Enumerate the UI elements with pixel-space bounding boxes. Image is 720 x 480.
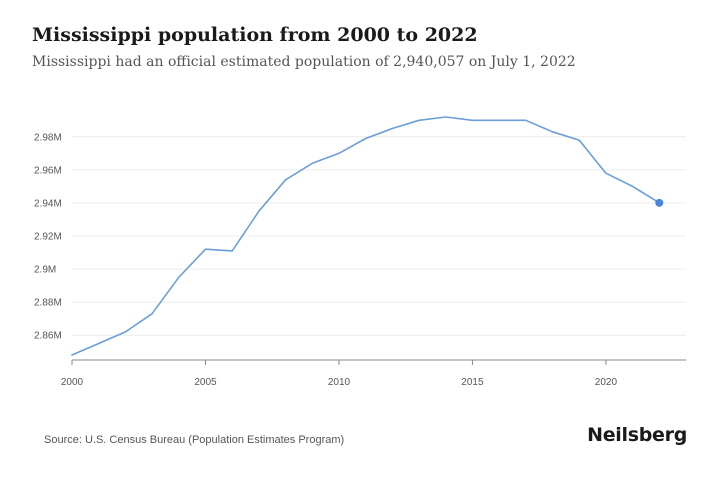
- data-point-2012[interactable]: [390, 126, 395, 131]
- data-point-2007[interactable]: [256, 209, 261, 214]
- y-tick-label: 2.9M: [34, 265, 56, 276]
- data-point-2005[interactable]: [203, 247, 208, 252]
- data-point-2020[interactable]: [603, 171, 608, 176]
- data-point-2018[interactable]: [550, 129, 555, 134]
- data-point-2000[interactable]: [70, 353, 75, 358]
- data-point-2003[interactable]: [150, 311, 155, 316]
- data-point-2017[interactable]: [523, 118, 528, 123]
- data-point-2006[interactable]: [230, 248, 235, 253]
- y-tick-label: 2.88M: [34, 298, 62, 309]
- x-tick-label: 2000: [61, 377, 84, 388]
- data-point-2014[interactable]: [443, 114, 448, 119]
- data-point-2002[interactable]: [123, 329, 128, 334]
- y-tick-label: 2.98M: [34, 132, 62, 143]
- y-tick-label: 2.86M: [34, 331, 62, 342]
- data-point-2011[interactable]: [363, 136, 368, 141]
- y-tick-label: 2.92M: [34, 232, 62, 243]
- x-tick-label: 2015: [461, 377, 484, 388]
- data-point-2010[interactable]: [336, 151, 341, 156]
- y-tick-label: 2.94M: [34, 198, 62, 209]
- data-point-2001[interactable]: [96, 341, 101, 346]
- x-axis-ticks: 2000 2005 2010 2015 2020: [61, 360, 618, 388]
- data-point-2008[interactable]: [283, 177, 288, 182]
- data-point-2021[interactable]: [630, 184, 635, 189]
- data-point-2016[interactable]: [497, 118, 502, 123]
- gridlines: [72, 136, 686, 336]
- data-point-2004[interactable]: [176, 275, 181, 280]
- chart-title: Mississippi population from 2000 to 2022: [32, 24, 478, 46]
- series-line: [71, 116, 661, 356]
- x-tick-label: 2010: [328, 377, 351, 388]
- x-tick-label: 2005: [194, 377, 217, 388]
- y-axis-ticks: 2.86M 2.88M 2.9M 2.92M 2.94M 2.96M 2.98M: [34, 132, 62, 341]
- chart-subtitle: Mississippi had an official estimated po…: [32, 54, 576, 70]
- y-tick-label: 2.96M: [34, 165, 62, 176]
- data-point-2019[interactable]: [577, 138, 582, 143]
- source-note: Source: U.S. Census Bureau (Population E…: [44, 434, 345, 446]
- data-points: [70, 114, 664, 358]
- latest-point-marker[interactable]: [655, 198, 664, 207]
- data-point-2013[interactable]: [417, 118, 422, 123]
- x-tick-label: 2020: [595, 377, 618, 388]
- data-point-2009[interactable]: [310, 161, 315, 166]
- data-point-2015[interactable]: [470, 118, 475, 123]
- brand-logo: Neilsberg: [587, 424, 687, 446]
- population-series: [71, 116, 661, 356]
